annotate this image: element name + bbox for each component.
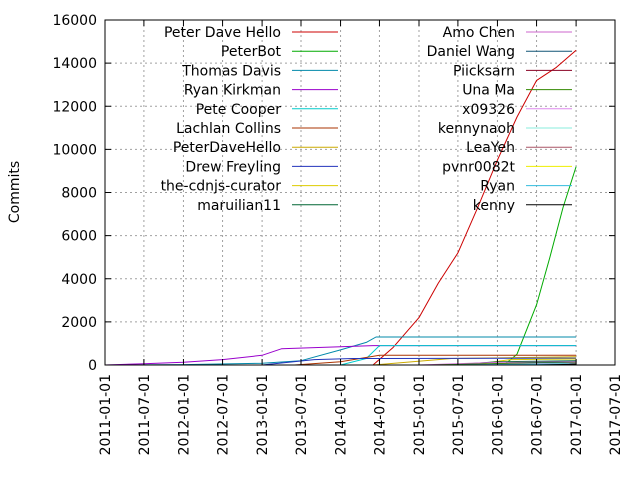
legend-label: kenny	[473, 198, 515, 214]
x-tick-label: 2015-01-01	[412, 374, 428, 455]
y-tick-label: 16000	[52, 13, 97, 29]
grid-layer	[105, 20, 615, 365]
x-tick-label: 2013-07-01	[294, 374, 310, 455]
x-tick-label: 2014-07-01	[372, 374, 388, 455]
y-tick-label: 0	[88, 358, 97, 374]
x-tick-label: 2012-01-01	[176, 374, 192, 455]
y-tick-label: 4000	[61, 272, 97, 288]
series-line-4	[340, 345, 577, 366]
x-tick-label: 2011-01-01	[98, 374, 114, 455]
series-line-0	[372, 49, 577, 366]
legend-label: kennynaoh	[438, 121, 515, 137]
legend-label: Lachlan Collins	[176, 121, 281, 137]
x-tick-label: 2015-07-01	[451, 374, 467, 455]
legend-label: PeterDaveHello	[173, 140, 281, 156]
legend-label: x09326	[462, 102, 515, 118]
legend-label: Peter Dave Hello	[164, 25, 281, 41]
x-tick-label: 2014-01-01	[334, 374, 350, 455]
x-tick-label: 2011-07-01	[137, 374, 153, 455]
legend-label: pvnr0082t	[442, 159, 515, 175]
y-tick-label: 12000	[52, 99, 97, 115]
legend-label: Ryan	[480, 179, 515, 195]
x-tick-label: 2012-07-01	[216, 374, 232, 455]
legend-label: Una Ma	[462, 83, 515, 99]
legend-label: maruilian11	[197, 198, 281, 214]
legend-label: Drew Freyling	[185, 159, 281, 175]
y-tick-label: 10000	[52, 142, 97, 158]
y-tick-label: 2000	[61, 315, 97, 331]
legend-label: Ryan Kirkman	[184, 83, 281, 99]
series-line-1	[503, 166, 577, 366]
legend-label: PeterBot	[221, 44, 282, 60]
legend: Peter Dave Hello PeterBot Thomas Davis Ryan…	[161, 25, 572, 214]
x-tick-label: 2016-07-01	[530, 374, 546, 455]
y-axis-label: Commits	[7, 161, 23, 223]
legend-label: Thomas Davis	[181, 63, 281, 79]
legend-label: the-cdnjs-curator	[161, 179, 282, 195]
x-tick-label: 2017-01-01	[569, 374, 585, 455]
legend-label: Amo Chen	[443, 25, 515, 41]
legend-label: Daniel Wang	[427, 44, 515, 60]
legend-label: Pete Cooper	[196, 102, 282, 118]
y-tick-label: 14000	[52, 56, 97, 72]
legend-label: LeaYeh	[466, 140, 515, 156]
y-tick-label: 6000	[61, 229, 97, 245]
legend-label: Piicksarn	[453, 63, 515, 79]
series-line-2	[104, 336, 577, 366]
series-line-3	[104, 345, 577, 366]
axis-ticks: 0 2000 4000 6000 8000 10000 12000 14000 16000 201…	[52, 13, 624, 455]
y-tick-label: 8000	[61, 186, 97, 202]
x-tick-label: 2013-01-01	[255, 374, 271, 455]
series-line-7	[262, 357, 577, 366]
x-tick-label: 2016-01-01	[490, 374, 506, 455]
x-tick-label: 2017-07-01	[608, 374, 624, 455]
